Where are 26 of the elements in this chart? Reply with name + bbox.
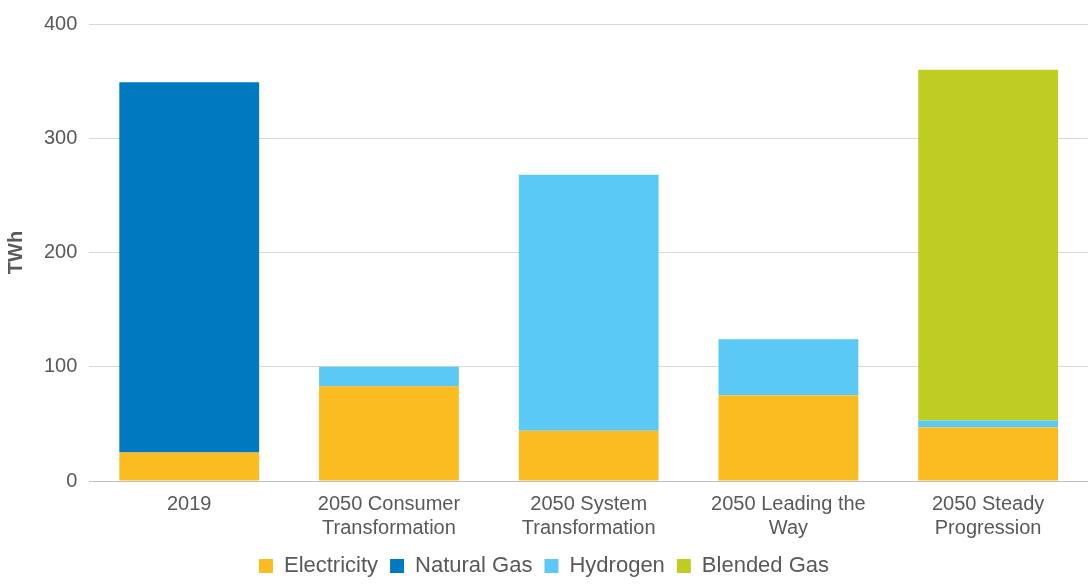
y-tick-label: 100 [43, 354, 78, 377]
x-tick-label: 2050 System Transformation [521, 491, 656, 538]
bar [918, 427, 1059, 481]
bar [718, 339, 859, 396]
legend-label: Blended Gas [701, 552, 830, 578]
bar [918, 69, 1059, 421]
bar [119, 452, 260, 481]
y-tick-label: 0 [66, 468, 78, 491]
bar [319, 366, 459, 387]
bar [119, 82, 260, 453]
bar [518, 430, 659, 481]
y-tick-label: 400 [43, 11, 78, 34]
x-tick-label: 2050 Leading the Way [711, 491, 866, 538]
legend-label: Hydrogen [569, 552, 665, 578]
y-tick-label: 200 [43, 240, 78, 263]
bar [918, 420, 1059, 428]
bar [718, 395, 859, 481]
y-axis-title: TWh [3, 230, 26, 275]
x-tick-label: 2050 Steady Progression [931, 491, 1045, 538]
legend-label: Natural Gas [415, 552, 533, 578]
bar [319, 386, 459, 481]
x-tick-label: 2050 Consumer Transformation [317, 491, 461, 538]
legend-label: Electricity [283, 552, 379, 578]
x-tick-label: 2019 [166, 491, 212, 514]
y-tick-label: 300 [43, 125, 78, 148]
bar [518, 174, 659, 431]
